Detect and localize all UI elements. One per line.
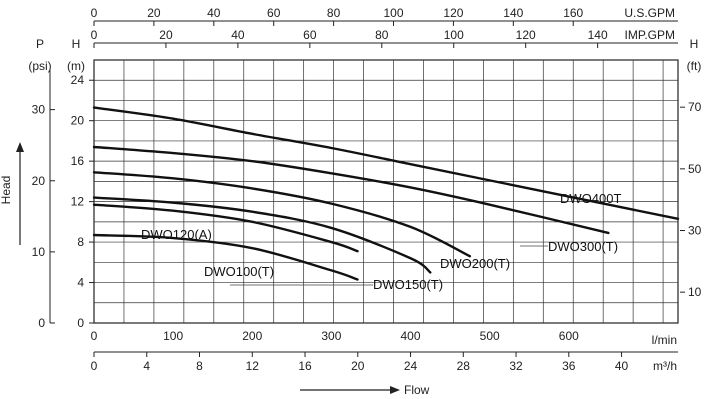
curve-label: DWO400T [560, 191, 621, 206]
m3h-unit: m³/h [653, 359, 677, 373]
curve-dwo150t [92, 196, 432, 274]
m-tick-label: 24 [71, 73, 85, 87]
impgpm-tick-label: 140 [588, 28, 608, 42]
m3h-tick-label: 12 [246, 359, 260, 373]
head-label: Head [0, 176, 13, 205]
lmin-tick-label: 100 [163, 329, 183, 343]
m3h-tick-label: 0 [91, 359, 98, 373]
curve-label: DWO200(T) [440, 256, 510, 271]
usgpm-tick-label: 80 [327, 6, 341, 20]
m-tick-label: 20 [71, 114, 85, 128]
m-tick-label: 16 [71, 154, 85, 168]
axes [49, 20, 685, 357]
ft-axis-unit: (ft) [687, 59, 702, 73]
curve-label: DWO300(T) [548, 239, 618, 254]
m3h-tick-label: 4 [143, 359, 150, 373]
m3h-tick-label: 40 [615, 359, 629, 373]
m-axis-label: H [72, 37, 81, 51]
m3h-tick-label: 20 [351, 359, 365, 373]
impgpm-tick-label: 80 [375, 28, 389, 42]
psi-tick-label: 20 [32, 174, 46, 188]
lmin-tick-label: 0 [91, 329, 98, 343]
impgpm-tick-label: 0 [91, 28, 98, 42]
curve-dwo120a [92, 203, 359, 253]
lmin-tick-label: 300 [321, 329, 341, 343]
m3h-tick-label: 28 [457, 359, 471, 373]
flow-label: Flow [404, 383, 430, 397]
lmin-tick-label: 600 [559, 329, 579, 343]
curve-labels: DWO400T DWO300(T) DWO200(T) DWO150(T) DWO120… [141, 191, 621, 292]
m-tick-label: 4 [77, 276, 84, 290]
head-arrow-icon [16, 142, 24, 152]
impgpm-tick-label: 60 [303, 28, 317, 42]
curves [92, 106, 680, 281]
m3h-tick-label: 16 [298, 359, 312, 373]
lmin-unit: l/min [652, 333, 677, 347]
curve-label: DWO100(T) [204, 264, 274, 279]
ft-tick-label: 70 [688, 100, 702, 114]
psi-tick-label: 10 [32, 245, 46, 259]
impgpm-unit: IMP.GPM [625, 28, 675, 42]
usgpm-tick-label: 0 [91, 6, 98, 20]
impgpm-tick-label: 40 [231, 28, 245, 42]
m-tick-label: 12 [71, 195, 85, 209]
ft-axis-label: H [690, 37, 699, 51]
curve-dwo100t [92, 233, 359, 281]
m-axis-unit: (m) [67, 59, 85, 73]
usgpm-tick-label: 20 [147, 6, 161, 20]
m3h-tick-label: 24 [404, 359, 418, 373]
curve-label: DWO150(T) [373, 277, 443, 292]
m3h-tick-label: 8 [196, 359, 203, 373]
m-tick-label: 8 [77, 235, 84, 249]
grid [93, 59, 679, 324]
impgpm-tick-label: 100 [444, 28, 464, 42]
usgpm-tick-label: 160 [563, 6, 583, 20]
m3h-tick-label: 32 [509, 359, 523, 373]
usgpm-tick-label: 40 [207, 6, 221, 20]
ft-tick-label: 30 [688, 224, 702, 238]
curve-dwo300t [92, 145, 610, 235]
usgpm-tick-label: 100 [384, 6, 404, 20]
lmin-tick-label: 500 [480, 329, 500, 343]
m3h-tick-label: 36 [562, 359, 576, 373]
curve-dwo400t [92, 106, 680, 221]
axis-units: U.S.GPM IMP.GPM H (m) P (psi) Head H (ft) l/min m³… [0, 6, 701, 397]
plot-frame [93, 59, 679, 324]
curve-label: DWO120(A) [141, 227, 212, 242]
usgpm-tick-label: 120 [443, 6, 463, 20]
ft-tick-label: 10 [688, 285, 702, 299]
psi-tick-label: 0 [38, 316, 45, 330]
usgpm-tick-label: 140 [503, 6, 523, 20]
lmin-tick-label: 400 [401, 329, 421, 343]
lmin-tick-label: 200 [242, 329, 262, 343]
ft-tick-label: 50 [688, 162, 702, 176]
psi-axis-unit: (psi) [28, 59, 51, 73]
psi-axis-label: P [36, 37, 44, 51]
flow-arrow-icon [390, 386, 400, 394]
impgpm-tick-label: 120 [516, 28, 536, 42]
usgpm-tick-label: 60 [267, 6, 281, 20]
m-tick-label: 0 [77, 316, 84, 330]
impgpm-tick-label: 20 [159, 28, 173, 42]
curve-dwo200t [92, 171, 472, 258]
usgpm-unit: U.S.GPM [624, 6, 675, 20]
psi-tick-label: 30 [32, 103, 46, 117]
